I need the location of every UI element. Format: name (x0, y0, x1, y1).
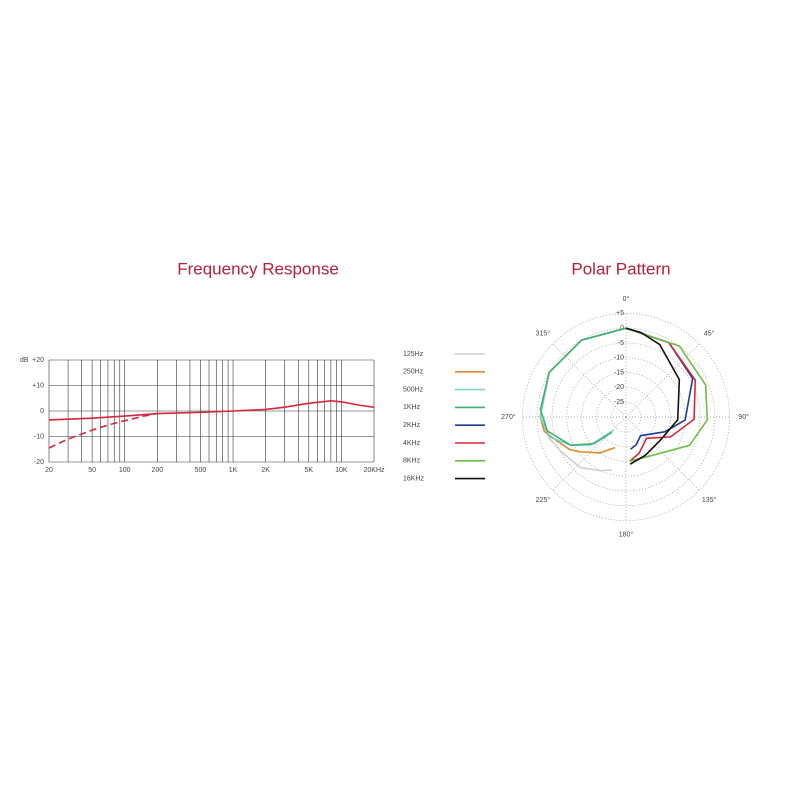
r-tick-label: -10 (614, 355, 624, 362)
legend-label: 2KHz (403, 422, 421, 429)
x-tick-label: 20KHz (363, 467, 385, 474)
y-axis-label: dB (20, 357, 29, 364)
polar-series (625, 327, 709, 463)
grid-ring (596, 387, 656, 447)
legend-label: 8KHz (403, 458, 421, 465)
legend-label: 500Hz (403, 386, 424, 393)
x-tick-label: 500 (195, 467, 207, 474)
angle-tick-label: 0° (623, 295, 630, 303)
x-tick-label: 100 (119, 467, 131, 474)
x-tick-label: 20 (45, 467, 53, 474)
r-tick-label: -15 (614, 369, 624, 376)
grid-spoke (625, 416, 700, 491)
r-tick-label: -25 (614, 399, 624, 406)
x-tick-label: 5K (304, 467, 313, 474)
x-tick-label: 10K (335, 467, 348, 474)
x-tick-label: 2K (261, 467, 270, 474)
y-tick-label: 0 (40, 408, 44, 415)
grid-ring (551, 342, 701, 492)
angle-tick-label: 315° (536, 330, 551, 338)
legend-label: 16KHz (403, 475, 425, 482)
x-tick-label: 200 (151, 467, 163, 474)
grid-spoke (552, 416, 627, 491)
chart-title: Polar Pattern (571, 259, 670, 278)
line-series (48, 399, 375, 421)
angle-tick-label: 90° (738, 413, 749, 421)
angle-tick-label: 45° (704, 330, 715, 338)
y-tick-label: -10 (34, 433, 44, 440)
polar-series (539, 327, 627, 447)
y-tick-label: -20 (34, 459, 44, 466)
grid-ring (610, 401, 642, 433)
grid-ring (581, 372, 671, 462)
angle-tick-label: 270° (501, 413, 516, 421)
polar-series (625, 327, 694, 450)
x-tick-label: 50 (88, 467, 96, 474)
r-tick-label: -20 (614, 384, 624, 391)
legend-label: 4KHz (403, 440, 421, 447)
legend-label: 1KHz (403, 404, 421, 411)
y-tick-label: +20 (32, 357, 44, 364)
line-series (48, 412, 158, 449)
chart-title: Frequency Response (177, 259, 339, 278)
grid-spoke (552, 343, 627, 418)
legend-label: 125Hz (403, 351, 424, 358)
angle-tick-label: 180° (619, 530, 634, 538)
legend-label: 250Hz (403, 369, 424, 376)
r-tick-label: -5 (618, 340, 624, 347)
y-tick-label: +10 (32, 382, 44, 389)
angle-tick-label: 135° (702, 496, 717, 504)
r-tick-label: +5 (616, 310, 624, 317)
grid-ring (522, 313, 730, 521)
polar-series (625, 327, 697, 462)
angle-tick-label: 225° (536, 496, 551, 504)
grid-spoke (625, 343, 700, 418)
polar-series (625, 327, 681, 465)
x-tick-label: 1K (229, 467, 238, 474)
